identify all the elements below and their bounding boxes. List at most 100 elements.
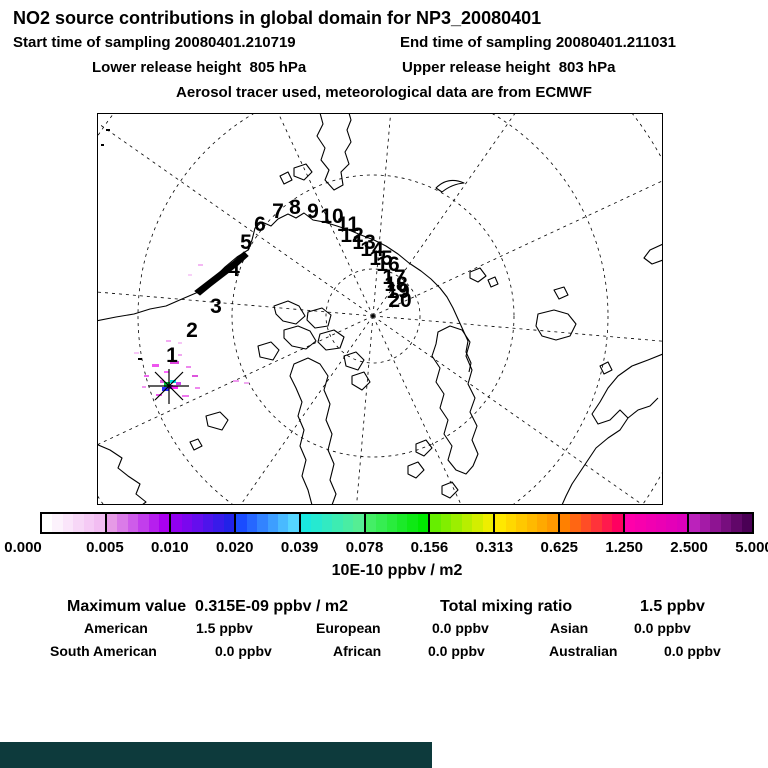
trajectory-point-label: 3 — [210, 295, 222, 318]
colorbar-tick-label: 0.078 — [345, 539, 384, 556]
colorbar-segment — [559, 514, 625, 532]
colorbar-cell — [278, 514, 289, 532]
colorbar-cell — [171, 514, 182, 532]
colorbar-cell — [52, 514, 63, 532]
colorbar-segment — [171, 514, 237, 532]
trajectory-point-label: 2 — [186, 319, 198, 342]
colorbar-cell — [138, 514, 149, 532]
colorbar-cell — [505, 514, 517, 532]
colorbar-cell — [601, 514, 613, 532]
colorbar-cell — [62, 514, 74, 532]
colorbar-cell — [720, 514, 732, 532]
colorbar-cell — [106, 514, 118, 532]
colorbar-cell — [223, 514, 235, 532]
colorbar-segment — [365, 514, 431, 532]
colorbar-cell — [676, 514, 688, 532]
colorbar-cell — [526, 514, 537, 532]
colorbar-cell — [580, 514, 592, 532]
trajectory-point-label: 5 — [240, 231, 252, 254]
graticule — [98, 114, 662, 504]
region-label: Australian — [549, 643, 618, 659]
contributions-row-2: South American 0.0 ppbv African 0.0 ppbv Aus… — [0, 643, 768, 661]
contributions-row-1: American 1.5 ppbv European 0.0 ppbv Asian 0.0… — [0, 620, 768, 638]
colorbar-cell — [440, 514, 452, 532]
coast-bottom-right — [561, 353, 662, 504]
colorbar-cell — [666, 514, 677, 532]
colorbar-tick-label: 0.625 — [540, 539, 579, 556]
region-label: Asian — [550, 620, 589, 636]
tracer-note-text: Aerosol tracer used, meteorological data… — [176, 84, 592, 101]
lower-release-text: Lower release height 805 hPa — [92, 59, 307, 76]
trajectory-point-label: 12 — [340, 224, 363, 247]
colorbar-cell — [559, 514, 571, 532]
colorbar-tick-label: 0.313 — [475, 539, 514, 556]
coast-bottom-left — [98, 444, 147, 504]
colorbar — [40, 512, 754, 534]
trajectory-point-label: 15 — [369, 247, 393, 270]
region-label: American — [84, 620, 148, 636]
colorbar-cell — [94, 514, 105, 532]
colorbar-segment — [300, 514, 366, 532]
colorbar-cell — [148, 514, 159, 532]
region-value: 0.0 ppbv — [432, 620, 489, 636]
trajectory-point-label: 9 — [307, 200, 319, 223]
end-time-text: End time of sampling 20080401.211031 — [400, 34, 676, 51]
bottom-bar — [0, 742, 432, 768]
colorbar-segment — [106, 514, 172, 532]
colorbar-cell — [300, 514, 312, 532]
colorbar-cell — [73, 514, 84, 532]
region-value: 0.0 ppbv — [634, 620, 691, 636]
colorbar-segment — [236, 514, 301, 532]
colorbar-cell — [321, 514, 333, 532]
colorbar-cell — [202, 514, 214, 532]
colorbar-tick-label: 0.000 — [4, 539, 42, 556]
colorbar-tick-label: 1.250 — [605, 539, 643, 556]
colorbar-cell — [731, 514, 742, 532]
maximum-value-text: Maximum value 0.315E-09 ppbv / m2 — [67, 598, 349, 615]
colorbar-cell — [689, 514, 700, 532]
colorbar-cell — [495, 514, 506, 532]
island-elongated — [289, 357, 337, 504]
island-novaya — [194, 251, 249, 296]
region-value: 0.0 ppbv — [664, 643, 721, 659]
trajectory-point-label: 7 — [272, 200, 284, 223]
colorbar-segment — [42, 514, 107, 532]
colorbar-cell — [342, 514, 354, 532]
region-value: 0.0 ppbv — [428, 643, 485, 659]
region-label: European — [316, 620, 381, 636]
colorbar-tick-label: 0.020 — [215, 539, 254, 556]
trajectory-point-label: 14 — [360, 238, 384, 261]
colorbar-cell — [257, 514, 268, 532]
colorbar-cell — [246, 514, 258, 532]
total-mixing-ratio-value: 1.5 ppbv — [640, 598, 705, 615]
peninsula-top — [316, 114, 352, 191]
colorbar-tick-label: 0.005 — [86, 539, 124, 556]
region-label: South American — [50, 643, 157, 659]
trajectory-point-label: 16 — [376, 253, 399, 276]
colorbar-tick-label: 5.000 — [735, 539, 768, 556]
region-value: 1.5 ppbv — [196, 620, 253, 636]
colorbar-cell — [570, 514, 581, 532]
trajectory-point-label: 10 — [320, 205, 343, 228]
colorbar-cell — [267, 514, 279, 532]
colorbar-cell — [397, 514, 408, 532]
region-value: 0.0 ppbv — [215, 643, 272, 659]
colorbar-tick-label: 0.156 — [410, 539, 449, 556]
trajectory-point-label: 11 — [337, 213, 360, 236]
trajectory-point-label: 17 — [382, 266, 405, 289]
trajectory-point-label: 6 — [254, 213, 266, 236]
colorbar-cell — [353, 514, 364, 532]
trajectory-point-label: 4 — [228, 258, 240, 281]
colorbar-segment — [689, 514, 753, 532]
trajectory-point-label: 8 — [289, 196, 301, 219]
colorbar-cell — [288, 514, 299, 532]
colorbar-cell — [645, 514, 656, 532]
colorbar-segment — [495, 514, 560, 532]
colorbar-tick-label: 0.039 — [280, 539, 319, 556]
start-time-text: Start time of sampling 20080401.210719 — [13, 34, 296, 51]
colorbar-cell — [612, 514, 623, 532]
colorbar-tick-label: 2.500 — [670, 539, 708, 556]
trajectory-point-label: 13 — [352, 231, 375, 254]
upper-release-text: Upper release height 803 hPa — [402, 59, 616, 76]
